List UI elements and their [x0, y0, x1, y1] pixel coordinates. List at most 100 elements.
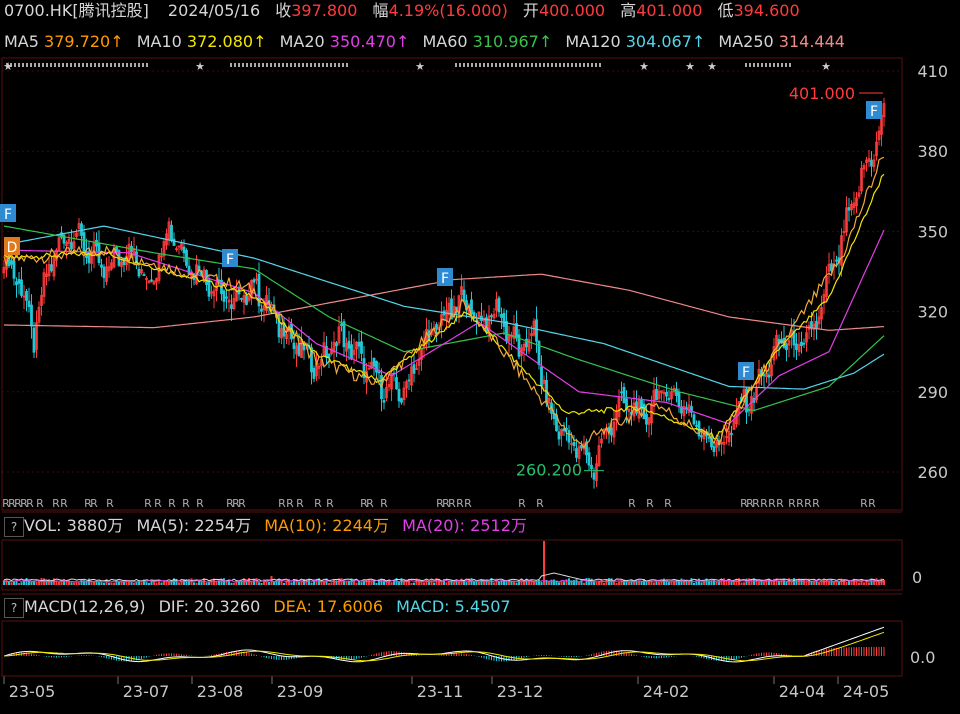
candle-body [342, 321, 346, 348]
volume-bar [410, 582, 413, 585]
r-marker: R [860, 497, 868, 510]
ma-legend: MA5 379.720↑ MA10 372.080↑ MA20 350.470↑… [4, 32, 845, 52]
volume-bar [560, 581, 563, 585]
candle [500, 307, 503, 330]
r-marker: R [168, 497, 176, 510]
event-strip-tick [539, 63, 541, 67]
volume-bar [10, 582, 13, 585]
volume-bar [810, 580, 813, 585]
candle-body [397, 388, 401, 402]
volume-bar [648, 581, 650, 585]
volume-bar [133, 582, 135, 585]
candle [350, 334, 353, 361]
volume-bar [770, 579, 773, 585]
candle-body [10, 260, 13, 265]
event-strip-tick [515, 63, 517, 67]
volume-bar [348, 581, 350, 585]
event-strip-tick [459, 63, 461, 67]
volume-bar [545, 579, 548, 585]
ma20-line [3, 229, 885, 425]
event-strip-tick [50, 63, 52, 67]
macd-help-icon[interactable]: ? [4, 597, 24, 618]
volume-bar [310, 582, 313, 585]
event-strip-tick [98, 63, 100, 67]
volume-bar [85, 580, 88, 585]
candle [380, 368, 383, 412]
volume-bar [508, 579, 510, 585]
volume-bar [278, 578, 280, 585]
candle [817, 305, 821, 329]
candle-body [345, 343, 348, 352]
candle [790, 318, 793, 349]
event-strip-tick [254, 63, 256, 67]
volume-help-icon[interactable]: ? [4, 516, 24, 537]
event-strip-tick [455, 63, 457, 67]
volume-bar [665, 580, 668, 585]
volume-bar [240, 580, 243, 585]
candle-body [727, 430, 731, 443]
ma60-value: 310.967↑ [472, 32, 553, 51]
candle [2, 260, 6, 279]
volume-bar [368, 579, 370, 585]
volume-bar [393, 581, 395, 585]
event-strip-tick [90, 63, 92, 67]
event-strip-tick [10, 63, 12, 67]
volume-bar [628, 581, 630, 585]
volume-bar [288, 578, 290, 585]
candle-body [462, 289, 466, 302]
candle-body [430, 328, 433, 335]
candle [280, 321, 283, 345]
candle-body [232, 298, 236, 310]
candle-body [610, 427, 613, 436]
event-strip-tick [749, 63, 751, 67]
price-pane-frame [1, 57, 903, 511]
candle [495, 291, 498, 318]
event-strip-tick [130, 63, 132, 67]
volume-bar [530, 579, 533, 585]
volume-bar [673, 581, 675, 585]
volume-bar [573, 580, 575, 585]
candle-body [447, 302, 451, 316]
volume-bar [858, 582, 860, 585]
volume-bar [78, 582, 80, 585]
candle [160, 247, 163, 262]
candle-body [667, 398, 671, 400]
ma5-line [3, 156, 885, 449]
event-strip-tick [54, 63, 56, 67]
volume-bar [293, 578, 295, 585]
volume-bar [575, 579, 578, 585]
candle-body [357, 341, 361, 347]
candle-body [105, 266, 108, 282]
volume-bar [723, 578, 725, 585]
event-strip-tick [753, 63, 755, 67]
volume-bar [635, 580, 638, 585]
event-strip-tick [122, 63, 124, 67]
candle [532, 318, 536, 337]
candle-body [665, 391, 668, 397]
r-marker: R [90, 497, 98, 510]
volume-bar [875, 578, 878, 585]
volume-bar [558, 582, 560, 585]
event-strip-tick [102, 63, 104, 67]
macd-dea: DEA: 17.6006 [273, 597, 384, 616]
volume-bar [805, 581, 808, 585]
r-marker: R [628, 497, 636, 510]
candle-body [25, 290, 28, 301]
volume-ma20: MA(20): 2512万 [402, 516, 527, 535]
event-strip-tick [587, 63, 589, 67]
star-marker: ★ [639, 60, 649, 73]
volume-bar [500, 579, 503, 585]
event-strip-tick [42, 63, 44, 67]
ma20-name: MA20 [279, 32, 325, 51]
candle-body [490, 315, 493, 318]
macd-dif: DIF: 20.3260 [158, 597, 261, 616]
candle-body [470, 299, 473, 315]
volume-bar [300, 580, 303, 585]
candle [110, 259, 113, 271]
candle [20, 266, 23, 298]
volume-bar [700, 582, 703, 585]
volume-bar [223, 578, 225, 585]
candle-body [410, 366, 413, 386]
candle [542, 375, 546, 390]
